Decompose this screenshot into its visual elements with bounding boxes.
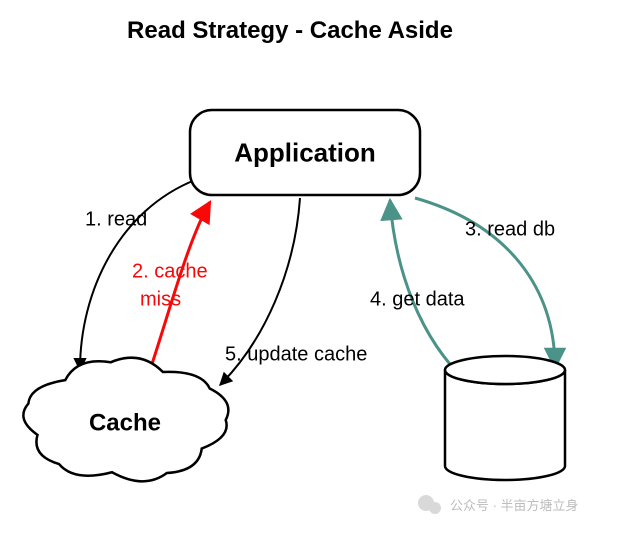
watermark-text: 公众号 · 半亩方塘立身: [450, 498, 579, 513]
database-top: [445, 356, 565, 384]
diagram-title: Read Strategy - Cache Aside: [127, 17, 453, 44]
database-body: [445, 370, 565, 480]
watermark: 公众号 · 半亩方塘立身: [418, 495, 579, 514]
edge-cache-miss-label-2: miss: [140, 288, 181, 310]
cache-label: Cache: [89, 409, 161, 436]
application-label: Application: [234, 137, 376, 167]
node-cache: Cache: [23, 358, 228, 482]
edge-update-cache-label: 5. update cache: [225, 343, 367, 365]
edges-group: 1. read 2. cache miss 3. read db 4. get …: [80, 180, 555, 385]
edge-read-label: 1. read: [85, 208, 147, 230]
edge-read-db-label: 3. read db: [465, 218, 555, 240]
edge-get-data-label: 4. get data: [370, 288, 465, 310]
edge-cache-miss-label-1: 2. cache: [132, 260, 208, 282]
node-application: Application: [190, 110, 420, 195]
node-database: [445, 356, 565, 480]
wechat-icon-2: [429, 502, 441, 514]
edge-cache-miss: [150, 202, 210, 370]
